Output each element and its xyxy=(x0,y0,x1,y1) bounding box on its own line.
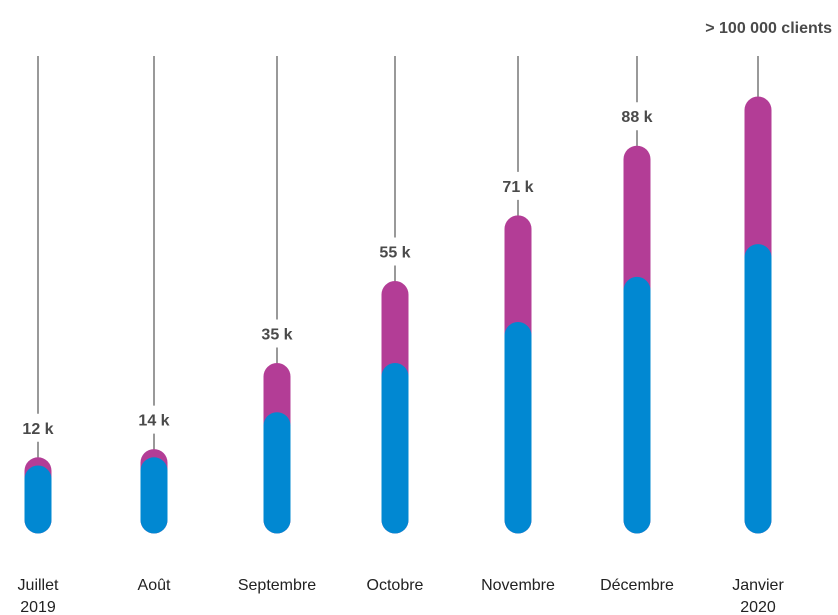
bar-segment-series-1 xyxy=(623,276,651,534)
category-label: Janvier xyxy=(732,577,784,594)
bar-segment-series-1 xyxy=(24,465,52,534)
value-label: 14 k xyxy=(138,413,169,430)
bar-segment-series-1 xyxy=(140,457,168,534)
bar-segment-series-1 xyxy=(504,322,532,534)
value-label: > 100 000 clients xyxy=(705,20,832,37)
category-label: Septembre xyxy=(238,577,316,594)
value-label: 71 k xyxy=(502,179,533,196)
category-label: 2019 xyxy=(20,599,56,615)
category-labels: Juillet 2019 Août Septembre Octobre Novembre D… xyxy=(18,577,785,615)
value-label: 88 k xyxy=(621,109,652,126)
value-label: 35 k xyxy=(261,327,292,344)
bar-segment-series-1 xyxy=(381,363,409,534)
value-label: 12 k xyxy=(22,421,53,438)
value-labels: 12 k 14 k 35 k 55 k 71 k 88 k > 100 000 client… xyxy=(22,20,832,438)
category-label: Octobre xyxy=(367,577,424,594)
category-label: Novembre xyxy=(481,577,555,594)
category-label: Décembre xyxy=(600,577,674,594)
category-label: 2020 xyxy=(740,599,776,615)
leader-lines xyxy=(37,56,759,471)
value-label: 55 k xyxy=(379,245,410,262)
category-label: Août xyxy=(138,577,171,594)
bar-segment-series-1 xyxy=(744,244,772,534)
bar-segment-series-1 xyxy=(263,412,291,534)
category-label: Juillet xyxy=(18,577,59,594)
bars xyxy=(24,96,772,534)
